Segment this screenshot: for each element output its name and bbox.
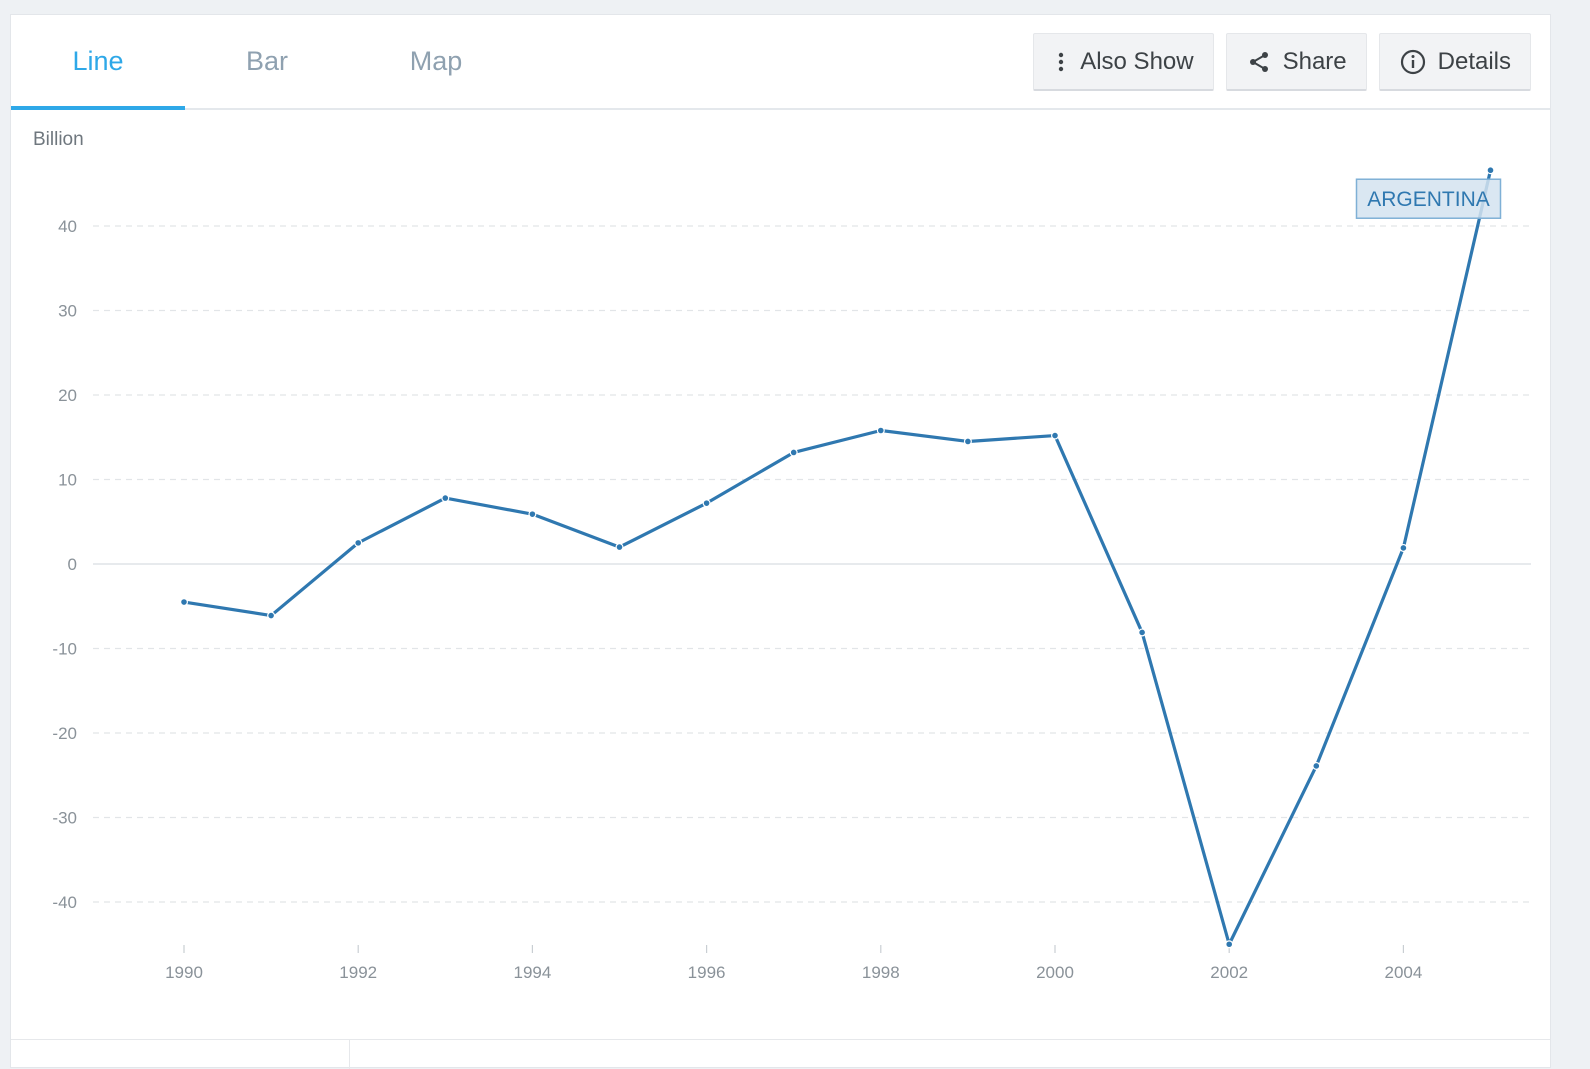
data-point — [267, 611, 276, 620]
data-point — [963, 437, 972, 446]
x-tick-label: 2000 — [1036, 963, 1074, 982]
data-point — [1138, 628, 1147, 637]
series-label: ARGENTINA — [1355, 178, 1502, 219]
data-point — [702, 499, 711, 508]
y-tick-label: 0 — [68, 555, 77, 574]
series-label-box — [1355, 178, 1502, 219]
series-label-text: ARGENTINA — [1367, 188, 1490, 211]
footer-divider — [11, 1039, 1550, 1040]
data-point — [1225, 940, 1234, 949]
also-show-label: Also Show — [1080, 47, 1194, 75]
chart-panel: Line Bar Map Also Show — [10, 14, 1551, 1069]
x-tick-label: 1994 — [513, 963, 551, 982]
share-label: Share — [1282, 47, 1347, 75]
tab-line[interactable]: Line — [11, 15, 185, 110]
data-point — [615, 543, 624, 552]
share-icon — [1247, 50, 1271, 74]
line-chart: Billion 40 30 20 10 0 -10 -20 -30 -40 1990 1992 1994… — [11, 110, 1550, 1045]
y-tick-label: 10 — [58, 471, 77, 490]
toolbar-actions: Also Show Share — [1033, 33, 1531, 91]
data-point — [1050, 431, 1059, 440]
y-axis-label: Billion — [33, 129, 84, 150]
info-icon — [1400, 49, 1426, 75]
tab-bar-label: Bar — [245, 46, 289, 76]
series-line — [182, 168, 1493, 946]
x-tick-label: 1990 — [165, 963, 203, 982]
data-point — [1399, 543, 1408, 552]
tab-line-label: Line — [72, 46, 124, 76]
y-tick-label: -20 — [52, 724, 77, 743]
data-point — [876, 426, 885, 435]
x-tick-label: 2004 — [1384, 963, 1422, 982]
data-point — [528, 510, 537, 519]
chart-svg: Billion 40 30 20 10 0 -10 -20 -30 -40 1990 1992 1994… — [33, 129, 1531, 982]
x-tick-label: 1998 — [862, 963, 900, 982]
data-point — [441, 494, 450, 503]
y-tick-label: -30 — [52, 809, 77, 828]
x-tick-label: 1996 — [688, 963, 726, 982]
share-button[interactable]: Share — [1225, 33, 1367, 91]
y-tick-label: 30 — [58, 302, 77, 321]
data-point — [1486, 166, 1495, 175]
y-tick-label: -10 — [52, 640, 77, 659]
y-tick-label: 40 — [58, 217, 77, 236]
y-tick-label: 20 — [58, 386, 77, 405]
details-button[interactable]: Details — [1378, 33, 1531, 91]
x-tick-label: 1992 — [339, 963, 377, 982]
data-point — [1312, 761, 1321, 770]
tab-bar: Line Bar Map Also Show — [11, 15, 1550, 110]
x-tick-label: 2002 — [1210, 963, 1248, 982]
more-vertical-icon — [1054, 51, 1068, 73]
y-tick-label: -40 — [52, 893, 77, 912]
also-show-button[interactable]: Also Show — [1033, 33, 1214, 91]
footer-column-divider — [349, 1039, 350, 1069]
details-label: Details — [1437, 47, 1511, 75]
tab-map[interactable]: Map — [349, 15, 523, 108]
tab-map-label: Map — [409, 46, 463, 76]
data-point — [354, 538, 363, 547]
tab-bar-chart[interactable]: Bar — [180, 15, 354, 108]
data-point — [789, 448, 798, 457]
data-point — [180, 598, 189, 607]
